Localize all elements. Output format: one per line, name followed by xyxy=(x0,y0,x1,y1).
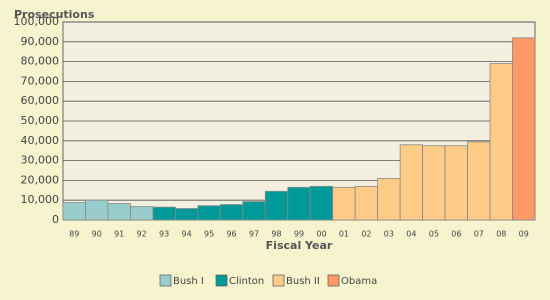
bar xyxy=(309,185,334,221)
bar xyxy=(62,202,86,221)
bar xyxy=(152,206,176,221)
legend-swatch xyxy=(272,274,285,287)
y-tick-label: 40,000 xyxy=(21,134,60,147)
bar xyxy=(422,145,446,221)
bar xyxy=(444,145,468,221)
x-tick-label: 95 xyxy=(204,230,214,239)
bar xyxy=(197,205,221,221)
y-tick-label: 20,000 xyxy=(21,173,60,186)
bar xyxy=(354,185,379,221)
legend-label: Bush I xyxy=(173,276,204,287)
x-tick-label: 04 xyxy=(406,230,416,239)
y-tick-label: 70,000 xyxy=(21,74,60,87)
bar xyxy=(130,206,154,221)
x-tick-label: 93 xyxy=(159,230,169,239)
x-tick-label: 89 xyxy=(69,230,79,239)
x-tick-label: 97 xyxy=(249,230,259,239)
bar xyxy=(467,141,491,221)
x-tick-label: 91 xyxy=(114,230,124,239)
y-tick-label: 80,000 xyxy=(21,55,60,68)
legend-label: Obama xyxy=(341,276,377,287)
x-tick-label: 99 xyxy=(294,230,304,239)
x-tick-label: 00 xyxy=(316,230,326,239)
legend-label: Clinton xyxy=(229,276,264,287)
x-tick-label: 94 xyxy=(182,230,192,239)
bar xyxy=(85,199,109,221)
legend-label: Bush II xyxy=(286,276,320,287)
x-tick-label: 01 xyxy=(339,230,349,239)
bar xyxy=(377,178,401,221)
bar xyxy=(512,37,536,221)
bar xyxy=(107,203,131,221)
y-tick-label: 60,000 xyxy=(21,94,60,107)
legend-swatch xyxy=(159,274,172,287)
x-tick-label: 07 xyxy=(474,230,484,239)
bar xyxy=(219,204,244,221)
legend-swatch xyxy=(215,274,228,287)
y-tick-label: 100,000 xyxy=(14,15,60,28)
x-tick-label: 92 xyxy=(137,230,147,239)
y-tick-label: 30,000 xyxy=(21,154,60,167)
x-tick-label: 03 xyxy=(384,230,394,239)
x-tick-label: 05 xyxy=(429,230,439,239)
bar xyxy=(264,190,289,221)
bar xyxy=(489,63,513,221)
x-tick-label: 02 xyxy=(361,230,371,239)
x-tick-label: 90 xyxy=(92,230,102,239)
bar xyxy=(399,144,424,221)
y-tick-label: 10,000 xyxy=(21,193,60,206)
y-axis-label: Prosecutions xyxy=(14,8,95,21)
x-tick-label: 09 xyxy=(519,230,529,239)
y-tick-label: 0 xyxy=(52,213,59,226)
bar xyxy=(242,201,266,221)
x-axis-label: Fiscal Year xyxy=(266,239,333,252)
x-tick-label: 08 xyxy=(496,230,506,239)
legend-swatch xyxy=(327,274,340,287)
y-tick-label: 50,000 xyxy=(21,114,60,127)
bar xyxy=(332,186,356,221)
bar xyxy=(287,186,311,221)
x-tick-label: 96 xyxy=(226,230,236,239)
x-tick-label: 98 xyxy=(271,230,281,239)
bar xyxy=(174,208,199,221)
x-tick-label: 06 xyxy=(451,230,461,239)
y-tick-label: 90,000 xyxy=(21,35,60,48)
